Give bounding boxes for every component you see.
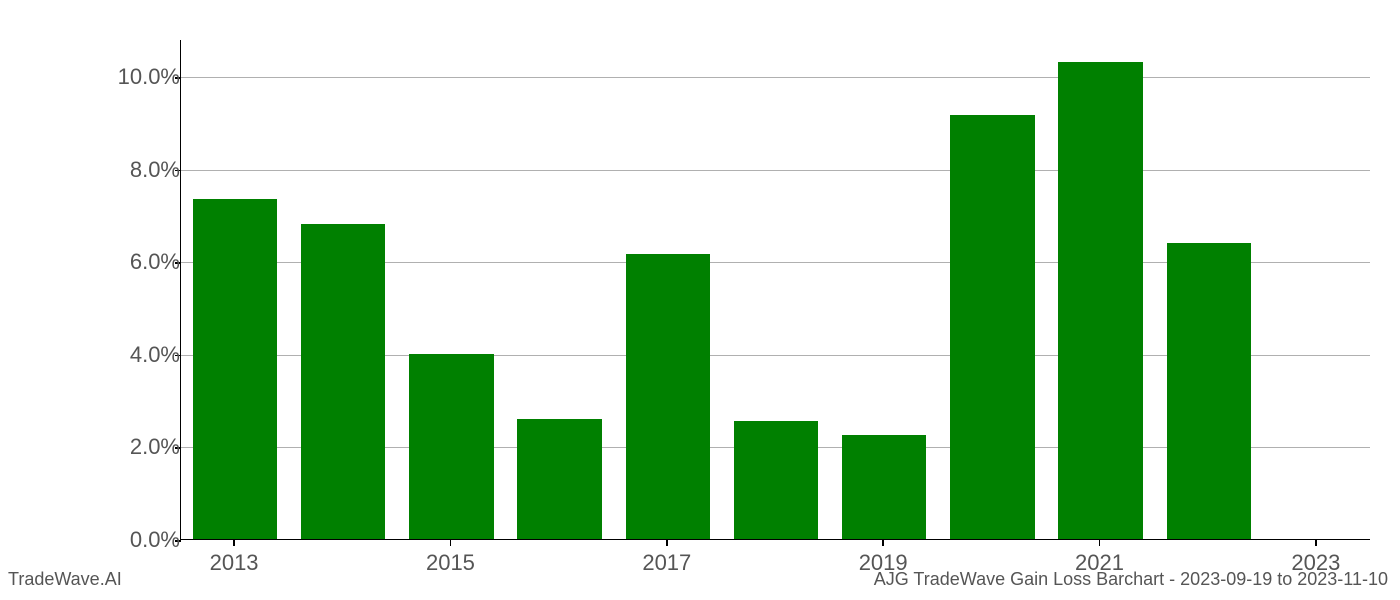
plot-area [180,40,1370,540]
y-axis-label: 4.0% [100,342,180,368]
chart-container [180,40,1370,540]
bar [193,199,277,539]
y-axis-label: 2.0% [100,434,180,460]
bar [409,354,493,539]
x-axis-label: 2013 [210,550,259,576]
gridline [181,77,1370,78]
x-axis-label: 2017 [642,550,691,576]
x-tick-mark [1315,540,1317,546]
y-axis-label: 0.0% [100,527,180,553]
x-tick-mark [666,540,668,546]
x-tick-mark [882,540,884,546]
footer-right-text: AJG TradeWave Gain Loss Barchart - 2023-… [874,569,1388,590]
bar [950,115,1034,539]
bar [1058,62,1142,539]
footer-left-text: TradeWave.AI [8,569,122,590]
bar [626,254,710,539]
y-axis-label: 6.0% [100,249,180,275]
gridline [181,170,1370,171]
bar [842,435,926,539]
y-axis-label: 8.0% [100,157,180,183]
x-tick-mark [1099,540,1101,546]
bar [734,421,818,539]
bar [517,419,601,539]
bar [1167,243,1251,539]
y-axis-label: 10.0% [100,64,180,90]
x-tick-mark [450,540,452,546]
bar [301,224,385,539]
x-tick-mark [233,540,235,546]
x-axis-label: 2015 [426,550,475,576]
